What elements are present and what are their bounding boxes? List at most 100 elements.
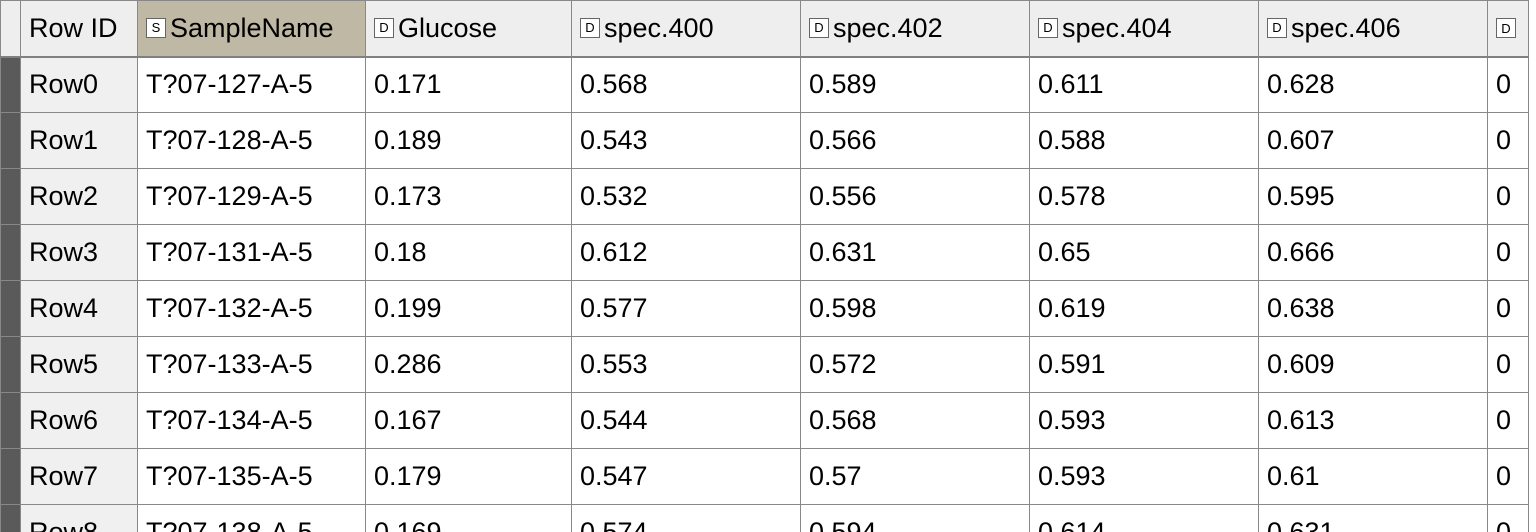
data-cell[interactable]: 0.595 [1259,169,1488,225]
data-cell[interactable]: 0.578 [1030,169,1259,225]
data-cell[interactable]: 0.613 [1259,393,1488,449]
header-row: Row ID SSampleName DGlucose Dspec.400 Ds… [1,1,1529,57]
table-row[interactable]: Row1T?07-128-A-50.1890.5430.5660.5880.60… [1,113,1529,169]
row-id-cell[interactable]: Row4 [21,281,138,337]
data-cell[interactable]: 0.189 [366,113,572,169]
data-cell-truncated[interactable]: 0 [1488,225,1529,281]
data-cell[interactable]: T?07-138-A-5 [138,505,366,532]
column-header-next[interactable]: D [1488,1,1529,57]
data-cell[interactable]: 0.593 [1030,449,1259,505]
data-cell[interactable]: T?07-132-A-5 [138,281,366,337]
data-cell[interactable]: 0.572 [801,337,1030,393]
data-cell[interactable]: 0.594 [801,505,1030,532]
row-id-cell[interactable]: Row8 [21,505,138,532]
data-cell-truncated[interactable]: 0 [1488,449,1529,505]
table-row[interactable]: Row8T?07-138-A-50.1690.5740.5940.6140.63… [1,505,1529,532]
data-cell[interactable]: 0.631 [1259,505,1488,532]
data-cell[interactable]: 0.614 [1030,505,1259,532]
table-row[interactable]: Row2T?07-129-A-50.1730.5320.5560.5780.59… [1,169,1529,225]
data-cell[interactable]: 0.609 [1259,337,1488,393]
table-row[interactable]: Row6T?07-134-A-50.1670.5440.5680.5930.61… [1,393,1529,449]
table-row[interactable]: Row3T?07-131-A-50.180.6120.6310.650.6660 [1,225,1529,281]
data-cell[interactable]: 0.589 [801,57,1030,113]
table-row[interactable]: Row7T?07-135-A-50.1790.5470.570.5930.610 [1,449,1529,505]
table-row[interactable]: Row5T?07-133-A-50.2860.5530.5720.5910.60… [1,337,1529,393]
row-stub[interactable] [1,505,21,532]
data-cell-truncated[interactable]: 0 [1488,113,1529,169]
data-cell[interactable]: 0.171 [366,57,572,113]
data-cell[interactable]: 0.169 [366,505,572,532]
data-cell[interactable]: 0.544 [572,393,801,449]
data-cell-truncated[interactable]: 0 [1488,57,1529,113]
data-cell[interactable]: 0.631 [801,225,1030,281]
data-cell[interactable]: 0.593 [1030,393,1259,449]
data-cell[interactable]: 0.568 [801,393,1030,449]
data-cell[interactable]: 0.547 [572,449,801,505]
data-cell[interactable]: 0.628 [1259,57,1488,113]
data-cell[interactable]: 0.611 [1030,57,1259,113]
data-cell[interactable]: 0.199 [366,281,572,337]
row-stub[interactable] [1,113,21,169]
data-cell[interactable]: 0.167 [366,393,572,449]
data-cell-truncated[interactable]: 0 [1488,393,1529,449]
data-cell[interactable]: T?07-131-A-5 [138,225,366,281]
row-stub[interactable] [1,57,21,113]
row-id-cell[interactable]: Row0 [21,57,138,113]
data-cell[interactable]: 0.588 [1030,113,1259,169]
data-cell[interactable]: T?07-134-A-5 [138,393,366,449]
data-cell[interactable]: 0.619 [1030,281,1259,337]
row-stub[interactable] [1,449,21,505]
column-header-spec402[interactable]: Dspec.402 [801,1,1030,57]
table-row[interactable]: Row0T?07-127-A-50.1710.5680.5890.6110.62… [1,57,1529,113]
row-id-cell[interactable]: Row5 [21,337,138,393]
data-cell[interactable]: 0.532 [572,169,801,225]
data-cell[interactable]: 0.607 [1259,113,1488,169]
data-cell[interactable]: 0.566 [801,113,1030,169]
data-cell[interactable]: 0.18 [366,225,572,281]
data-cell[interactable]: 0.568 [572,57,801,113]
data-cell-truncated[interactable]: 0 [1488,505,1529,532]
data-cell[interactable]: 0.65 [1030,225,1259,281]
data-cell[interactable]: 0.591 [1030,337,1259,393]
data-cell[interactable]: 0.61 [1259,449,1488,505]
row-id-cell[interactable]: Row1 [21,113,138,169]
column-header-glucose[interactable]: DGlucose [366,1,572,57]
row-id-cell[interactable]: Row7 [21,449,138,505]
data-cell[interactable]: T?07-128-A-5 [138,113,366,169]
row-stub[interactable] [1,281,21,337]
data-cell[interactable]: 0.556 [801,169,1030,225]
table-row[interactable]: Row4T?07-132-A-50.1990.5770.5980.6190.63… [1,281,1529,337]
data-table[interactable]: Row ID SSampleName DGlucose Dspec.400 Ds… [0,0,1529,532]
row-id-cell[interactable]: Row2 [21,169,138,225]
data-cell-truncated[interactable]: 0 [1488,281,1529,337]
data-cell[interactable]: 0.57 [801,449,1030,505]
column-header-spec404[interactable]: Dspec.404 [1030,1,1259,57]
column-header-spec400[interactable]: Dspec.400 [572,1,801,57]
data-cell-truncated[interactable]: 0 [1488,337,1529,393]
data-cell[interactable]: T?07-135-A-5 [138,449,366,505]
data-cell[interactable]: 0.286 [366,337,572,393]
row-stub[interactable] [1,169,21,225]
data-cell[interactable]: 0.666 [1259,225,1488,281]
data-cell[interactable]: 0.173 [366,169,572,225]
data-cell[interactable]: 0.612 [572,225,801,281]
row-stub[interactable] [1,393,21,449]
data-cell[interactable]: T?07-127-A-5 [138,57,366,113]
row-stub[interactable] [1,225,21,281]
data-cell[interactable]: 0.553 [572,337,801,393]
row-id-cell[interactable]: Row3 [21,225,138,281]
data-cell[interactable]: T?07-129-A-5 [138,169,366,225]
column-header-samplename[interactable]: SSampleName [138,1,366,57]
data-cell[interactable]: 0.598 [801,281,1030,337]
data-cell-truncated[interactable]: 0 [1488,169,1529,225]
data-cell[interactable]: 0.577 [572,281,801,337]
data-cell[interactable]: 0.638 [1259,281,1488,337]
data-cell[interactable]: 0.574 [572,505,801,532]
data-cell[interactable]: 0.543 [572,113,801,169]
data-cell[interactable]: 0.179 [366,449,572,505]
data-cell[interactable]: T?07-133-A-5 [138,337,366,393]
column-header-spec406[interactable]: Dspec.406 [1259,1,1488,57]
row-id-cell[interactable]: Row6 [21,393,138,449]
row-stub[interactable] [1,337,21,393]
column-header-rowid[interactable]: Row ID [21,1,138,57]
